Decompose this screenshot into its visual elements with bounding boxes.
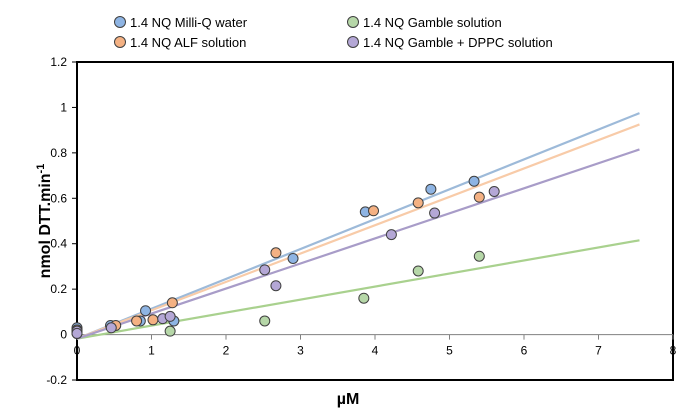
trend-lines bbox=[76, 112, 640, 340]
data-point bbox=[473, 250, 485, 262]
x-tick-label: 6 bbox=[521, 344, 528, 358]
y-axis-title: nmol DTT.min-1 bbox=[35, 164, 54, 279]
legend-entry-gamble: 1.4 NQ Gamble solution bbox=[347, 15, 502, 30]
trend-line bbox=[76, 123, 640, 340]
x-tick-label: 1 bbox=[148, 344, 155, 358]
y-axis-title-superscript: -1 bbox=[35, 164, 47, 174]
data-point bbox=[259, 315, 271, 327]
x-tick-label: 4 bbox=[372, 344, 379, 358]
legend: 1.4 NQ Milli-Q water 1.4 NQ ALF solution… bbox=[114, 15, 553, 50]
x-tick-label: 3 bbox=[297, 344, 304, 358]
legend-marker-milli-q bbox=[114, 16, 126, 28]
data-point bbox=[71, 327, 83, 339]
data-point bbox=[164, 310, 176, 322]
y-tick-label: 1.2 bbox=[50, 55, 67, 69]
legend-marker-gamble-dppc bbox=[347, 36, 359, 48]
y-tick-label: 0.4 bbox=[50, 237, 67, 251]
data-point bbox=[166, 297, 178, 309]
y-tick-label: 0.6 bbox=[50, 191, 67, 205]
data-point bbox=[140, 305, 152, 317]
legend-entry-milli-q: 1.4 NQ Milli-Q water bbox=[114, 15, 248, 30]
data-point bbox=[147, 314, 159, 326]
data-point bbox=[425, 183, 437, 195]
data-point bbox=[429, 207, 441, 219]
y-tick-label: 0.8 bbox=[50, 146, 67, 160]
data-point bbox=[488, 185, 500, 197]
legend-marker-gamble bbox=[347, 16, 359, 28]
data-point bbox=[164, 325, 176, 337]
data-point bbox=[412, 197, 424, 209]
x-tick-label: 5 bbox=[446, 344, 453, 358]
plot-area-border bbox=[76, 61, 674, 381]
x-tick-label: 8 bbox=[670, 344, 677, 358]
data-point bbox=[270, 280, 282, 292]
legend-entry-alf: 1.4 NQ ALF solution bbox=[114, 35, 246, 50]
y-axis-title-text: nmol DTT.min bbox=[37, 173, 54, 278]
data-point bbox=[368, 205, 380, 217]
y-tick-label: 0.2 bbox=[50, 282, 67, 296]
data-point bbox=[473, 191, 485, 203]
legend-marker-alf bbox=[114, 36, 126, 48]
data-point bbox=[468, 175, 480, 187]
data-point bbox=[105, 322, 117, 334]
data-point bbox=[270, 247, 282, 259]
data-point bbox=[259, 264, 271, 276]
axes: 0 1 2 3 4 5 6 7 8 -0.2 0 0.2 0.4 0.6 0.8 1 1.2 bbox=[46, 55, 676, 387]
data-points bbox=[71, 175, 500, 339]
x-axis-title: µM bbox=[337, 391, 360, 408]
legend-label-gamble: 1.4 NQ Gamble solution bbox=[363, 15, 502, 30]
trend-line bbox=[76, 112, 640, 340]
x-tick-label: 7 bbox=[595, 344, 602, 358]
data-point bbox=[385, 229, 397, 241]
x-tick-label: 0 bbox=[74, 344, 81, 358]
legend-entry-gamble-dppc: 1.4 NQ Gamble + DPPC solution bbox=[347, 35, 553, 50]
data-point bbox=[412, 265, 424, 277]
data-point bbox=[131, 315, 143, 327]
data-point bbox=[287, 252, 299, 264]
y-tick-label: 1 bbox=[60, 100, 67, 114]
y-tick-label: -0.2 bbox=[46, 373, 67, 387]
legend-label-alf: 1.4 NQ ALF solution bbox=[130, 35, 246, 50]
y-tick-label: 0 bbox=[60, 328, 67, 342]
data-point bbox=[358, 292, 370, 304]
trend-line bbox=[76, 148, 640, 340]
legend-label-milli-q: 1.4 NQ Milli-Q water bbox=[130, 15, 248, 30]
x-tick-label: 2 bbox=[223, 344, 230, 358]
legend-label-gamble-dppc: 1.4 NQ Gamble + DPPC solution bbox=[363, 35, 553, 50]
